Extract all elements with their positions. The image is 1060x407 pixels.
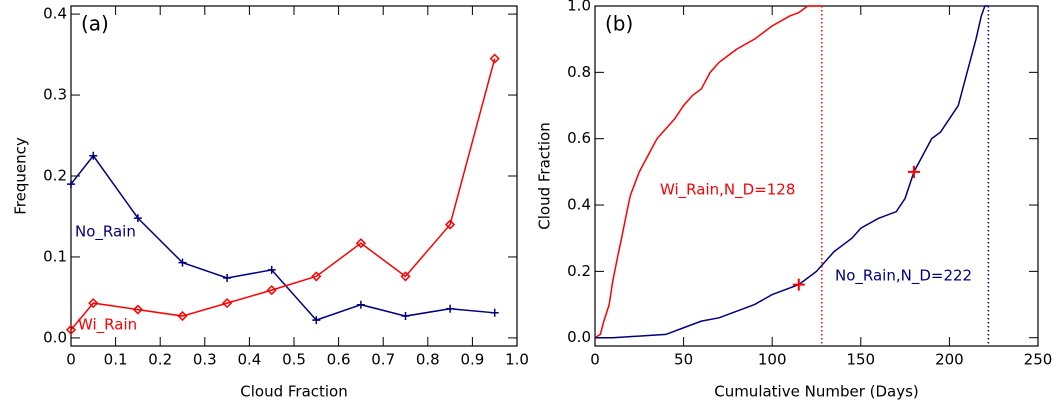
marker (356, 300, 365, 309)
marker (401, 312, 410, 321)
x-tick-label: 0.7 (371, 351, 395, 369)
x-tick-label: 50 (674, 351, 693, 369)
y-tick-label: 0.4 (567, 196, 591, 214)
y-tick-label: 0.0 (43, 328, 67, 346)
x-tick-label: 0.2 (148, 351, 172, 369)
marker (445, 219, 456, 230)
marker (266, 285, 277, 296)
x-tick-label: 0.5 (282, 351, 306, 369)
marker (67, 180, 75, 189)
marker (132, 304, 143, 315)
marker (312, 316, 321, 325)
x-tick-label: 0 (590, 351, 600, 369)
y-tick-label: 0.8 (567, 63, 591, 81)
y-tick-label: 0.3 (43, 86, 67, 104)
y-axis-label: Frequency (12, 137, 30, 215)
y-tick-label: 0.6 (567, 129, 591, 147)
marker (223, 274, 232, 282)
marker (355, 238, 366, 249)
x-tick-label: 0.9 (460, 351, 484, 369)
series-line (70, 58, 496, 331)
marker (446, 304, 455, 313)
y-tick-label: 0.1 (43, 247, 67, 265)
y-tick-label: 0.2 (567, 262, 591, 280)
marker (89, 151, 98, 160)
series-label: Wi_Rain,N_D=128 (660, 181, 795, 200)
x-tick-label: 0.6 (327, 351, 351, 369)
marker (178, 258, 187, 267)
panel-title: (b) (605, 12, 633, 36)
highlight-point (792, 278, 805, 291)
x-tick-label: 0.4 (237, 351, 261, 369)
highlight-point (907, 165, 920, 178)
x-tick-label: 200 (935, 351, 964, 369)
x-tick-label: 100 (758, 351, 787, 369)
marker (222, 298, 233, 309)
y-tick-label: 0.2 (43, 167, 67, 185)
x-tick-label: 250 (1024, 351, 1053, 369)
x-tick-label: 150 (846, 351, 875, 369)
panel-title: (a) (81, 12, 109, 36)
marker (267, 265, 276, 274)
x-tick-label: 0.1 (104, 351, 128, 369)
series-line (594, 5, 822, 339)
x-axis-label: Cumulative Number (Days) (714, 383, 919, 401)
x-tick-label: 1.0 (505, 351, 529, 369)
marker (88, 298, 99, 309)
series-line (595, 5, 989, 339)
x-axis-label: Cloud Fraction (240, 383, 348, 401)
marker (177, 310, 188, 322)
series-label: No_Rain (75, 223, 136, 242)
y-axis-label: Cloud Fraction (536, 122, 554, 230)
marker (133, 214, 142, 223)
x-tick-label: 0 (66, 351, 76, 369)
marker (65, 324, 77, 335)
marker (490, 308, 499, 317)
marker (400, 271, 411, 282)
x-tick-label: 0.8 (416, 351, 440, 369)
marker (489, 53, 500, 64)
marker (311, 271, 322, 282)
y-tick-label: 1.0 (567, 0, 591, 15)
series-label: No_Rain,N_D=222 (835, 267, 972, 286)
x-tick-label: 0.3 (193, 351, 217, 369)
series-label: Wi_Rain (78, 316, 137, 335)
y-tick-label: 0.0 (567, 328, 591, 346)
y-tick-label: 0.4 (43, 5, 67, 23)
